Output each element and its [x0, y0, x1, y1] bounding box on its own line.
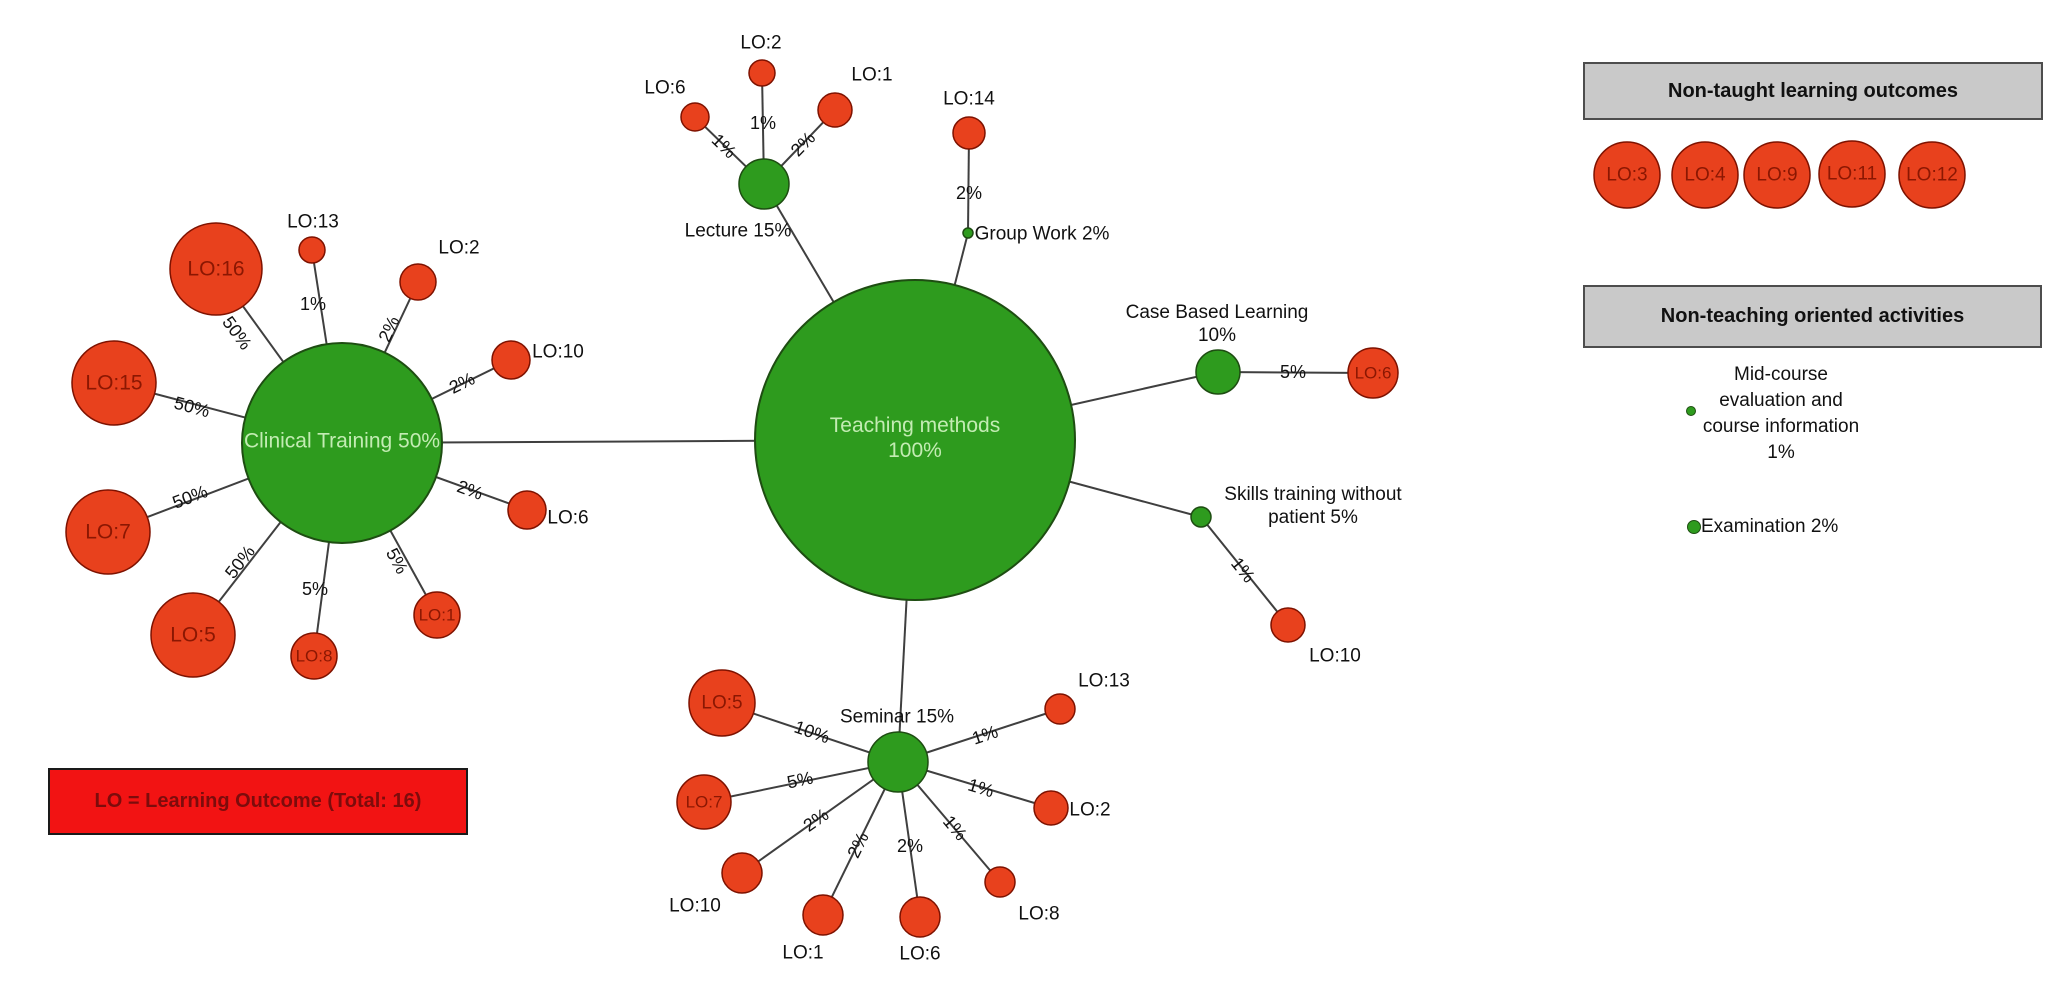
edge-seminar-sem_lo10: [741, 761, 899, 874]
outcome-node-sem_lo10: [721, 852, 763, 894]
edge-label-clinical-cli_lo13: 1%: [299, 294, 327, 314]
bullet-dot-icon: [1687, 520, 1701, 534]
outcome-node-lo14: [952, 116, 986, 150]
edge-label-seminar-sem_lo6: 2%: [896, 836, 924, 856]
edge-skills-ski_lo10: [1200, 516, 1289, 626]
node-label-sem_lo10: LO:10: [669, 895, 721, 917]
node-label-sem_lo5: LO:5: [701, 692, 743, 714]
outcome-node-cli_lo7: [65, 489, 151, 575]
node-label-cli_lo15: LO:15: [85, 371, 143, 395]
node-label-sem_lo6: LO:6: [899, 943, 941, 965]
node-label-cli_lo6: LO:6: [547, 507, 589, 529]
node-label-seminar: Seminar 15%: [839, 706, 955, 728]
node-label-lec_lo6: LO:6: [644, 77, 686, 99]
outcome-node-cli_lo6: [507, 490, 547, 530]
node-label-sem_lo7: LO:7: [685, 792, 723, 812]
outcome-node-cli_lo13: [298, 236, 326, 264]
non-teaching-header: Non-teaching oriented activities: [1583, 285, 2042, 348]
outcome-node-nt_lo12: [1898, 141, 1966, 209]
legend-text: LO = Learning Outcome (Total: 16): [94, 790, 422, 812]
outcome-node-nt_lo3: [1593, 141, 1661, 209]
mid-course-line: course information: [1702, 416, 1860, 437]
activity-node-clinical: [241, 342, 443, 544]
node-label-skills: Skills training without patient 5%: [1224, 484, 1402, 528]
node-label-ski_lo10: LO:10: [1309, 645, 1361, 667]
legend-box: LO = Learning Outcome (Total: 16): [48, 768, 468, 835]
outcome-node-cli_lo1: [413, 591, 461, 639]
outcome-node-cli_lo15: [71, 340, 157, 426]
outcome-node-sem_lo5: [688, 669, 756, 737]
node-label-sem_lo8: LO:8: [1018, 903, 1060, 925]
non-taught-header-label: Non-taught learning outcomes: [1668, 79, 1958, 102]
node-label-cli_lo5: LO:5: [170, 623, 216, 647]
activity-node-skills: [1190, 506, 1212, 528]
outcome-node-sem_lo13: [1044, 693, 1076, 725]
edge-cbl-cbl_lo6: [1217, 371, 1374, 374]
activity-node-groupwork: [962, 227, 974, 239]
node-label-nt_lo9: LO:9: [1756, 164, 1798, 186]
outcome-node-cbl_lo6: [1347, 347, 1399, 399]
activity-node-lecture: [738, 158, 790, 210]
node-label-cli_lo1: LO:1: [418, 605, 456, 625]
node-label-nt_lo12: LO:12: [1906, 164, 1958, 186]
node-label-cbl: Case Based Learning 10%: [1125, 302, 1309, 346]
outcome-node-cli_lo10: [491, 340, 531, 380]
node-label-cli_lo13: LO:13: [287, 211, 339, 233]
outcome-node-sem_lo2: [1033, 790, 1069, 826]
node-label-cli_lo8: LO:8: [295, 646, 333, 666]
node-label-cbl_lo6: LO:6: [1354, 363, 1392, 383]
outcome-node-ski_lo10: [1270, 607, 1306, 643]
outcome-node-lec_lo1: [817, 92, 853, 128]
node-label-sem_lo1: LO:1: [782, 942, 824, 964]
node-label-sem_lo13: LO:13: [1078, 670, 1130, 692]
activity-node-seminar: [867, 731, 929, 793]
mid-course-line: 1%: [1767, 442, 1795, 463]
node-label-clinical: Clinical Training 50%: [243, 429, 441, 453]
node-label-lec_lo2: LO:2: [740, 32, 782, 54]
node-label-lec_lo1: LO:1: [851, 64, 893, 86]
outcome-node-cli_lo2: [399, 263, 437, 301]
node-label-cli_lo10: LO:10: [532, 341, 584, 363]
node-label-teaching: Teaching methods 100%: [829, 414, 1001, 462]
node-label-nt_lo11: LO:11: [1826, 163, 1878, 185]
node-label-lecture: Lecture 15%: [684, 220, 792, 242]
node-label-cli_lo7: LO:7: [85, 520, 131, 544]
outcome-node-nt_lo9: [1743, 141, 1811, 209]
edge-label-cbl-cbl_lo6: 5%: [1279, 362, 1307, 382]
edge-label-lo14-groupwork: 2%: [955, 183, 983, 203]
edge-label-lecture-lec_lo2: 1%: [749, 113, 777, 133]
outcome-node-sem_lo7: [676, 774, 732, 830]
node-label-nt_lo4: LO:4: [1684, 164, 1726, 186]
outcome-node-sem_lo1: [802, 894, 844, 936]
outcome-node-cli_lo8: [290, 632, 338, 680]
edge-label-clinical-cli_lo8: 5%: [301, 579, 329, 599]
node-label-cli_lo16: LO:16: [187, 257, 245, 281]
outcome-node-lec_lo2: [748, 59, 776, 87]
edge-seminar-sem_lo7: [703, 761, 899, 803]
bullet-dot-icon: [1686, 406, 1696, 416]
activity-node-teaching: [754, 279, 1076, 601]
activity-node-cbl: [1195, 349, 1241, 395]
node-label-lo14: LO:14: [943, 88, 995, 110]
node-label-groupwork: Group Work 2%: [974, 223, 1110, 245]
outcome-node-lec_lo6: [680, 102, 710, 132]
mid-course-note: Mid-course evaluation and course informa…: [1641, 362, 1921, 466]
outcome-node-cli_lo16: [169, 222, 263, 316]
node-label-nt_lo3: LO:3: [1606, 164, 1648, 186]
examination-note: Examination 2%: [1701, 516, 1839, 537]
mid-course-line: evaluation and: [1719, 390, 1843, 411]
mid-course-line: Mid-course: [1734, 364, 1828, 385]
non-taught-header: Non-taught learning outcomes: [1583, 62, 2043, 120]
node-label-sem_lo2: LO:2: [1069, 799, 1111, 821]
non-teaching-header-label: Non-teaching oriented activities: [1660, 305, 1965, 327]
outcome-node-nt_lo11: [1818, 140, 1886, 208]
outcome-node-cli_lo5: [150, 592, 236, 678]
outcome-node-sem_lo6: [899, 896, 941, 938]
outcome-node-sem_lo8: [984, 866, 1016, 898]
node-label-cli_lo2: LO:2: [438, 237, 480, 259]
outcome-node-nt_lo4: [1671, 141, 1739, 209]
